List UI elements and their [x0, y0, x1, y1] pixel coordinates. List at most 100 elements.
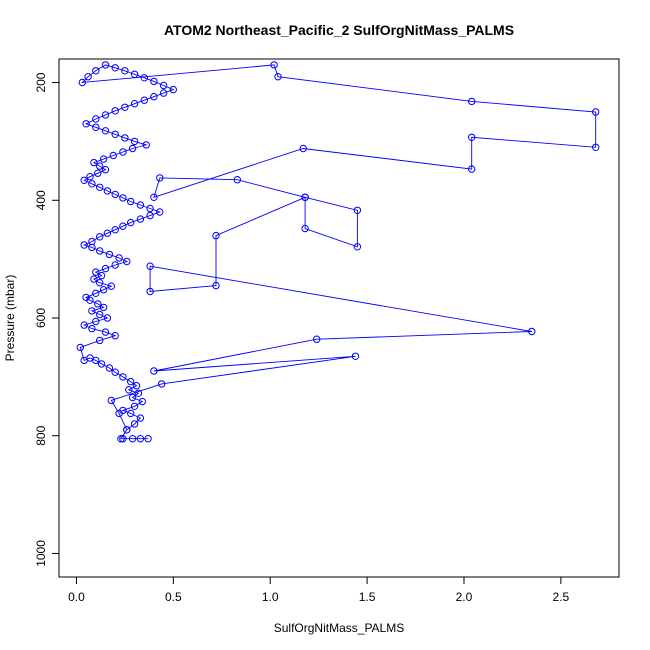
data-point	[127, 218, 135, 227]
data-point	[92, 67, 100, 75]
data-point	[115, 254, 123, 262]
data-point	[119, 194, 127, 202]
data-point	[101, 166, 110, 174]
data-point	[78, 78, 87, 87]
data-point	[130, 402, 139, 410]
data-point	[88, 243, 96, 252]
data-point	[88, 180, 96, 188]
x-tick-label: 2.5	[553, 590, 570, 604]
plot-frame	[58, 58, 620, 578]
y-tick-label: 200	[34, 72, 48, 92]
x-tick-label: 0.0	[68, 590, 85, 604]
data-point	[119, 222, 127, 230]
data-point	[96, 336, 104, 345]
data-point	[130, 137, 139, 146]
data-point	[86, 173, 94, 181]
data-point	[146, 287, 154, 296]
data-point	[159, 89, 168, 97]
data-point	[130, 100, 139, 108]
data-point	[103, 187, 112, 195]
x-tick-label: 1.5	[359, 590, 376, 604]
data-point	[119, 435, 127, 443]
data-point	[136, 435, 145, 443]
data-point	[80, 356, 88, 365]
data-point	[130, 70, 139, 79]
data-point	[150, 367, 158, 375]
data-point	[140, 74, 149, 82]
y-tick-label: 1000	[34, 540, 48, 567]
data-point	[101, 111, 110, 119]
data-point	[99, 155, 108, 163]
data-point	[92, 268, 100, 276]
data-point	[94, 169, 102, 177]
data-point	[301, 193, 309, 202]
y-tick-label: 400	[34, 190, 48, 210]
data-point	[92, 123, 100, 132]
data-point	[101, 61, 110, 69]
x-axis-label: SulfOrgNitMass_PALMS	[274, 621, 404, 635]
data-point	[146, 204, 154, 213]
data-point	[107, 396, 116, 405]
data-point	[592, 143, 600, 152]
data-point	[101, 264, 110, 273]
chart-title: ATOM2 Northeast_Pacific_2 SulfOrgNitMass…	[164, 22, 514, 38]
data-point	[96, 247, 104, 255]
data-point	[103, 229, 112, 237]
data-point	[96, 162, 104, 170]
series-line	[79, 64, 597, 440]
data-point	[96, 310, 104, 319]
data-point	[274, 73, 282, 81]
data-point	[82, 120, 90, 128]
data-point	[111, 64, 119, 72]
data-point	[127, 377, 135, 386]
data-point	[353, 243, 362, 251]
x-axis: 0.0 0.5 1.0 1.5 2.0 2.5	[68, 577, 570, 604]
data-point	[212, 281, 220, 290]
data-point	[136, 201, 145, 209]
data-point	[138, 397, 147, 406]
data-point	[136, 215, 145, 223]
data-point	[134, 389, 143, 397]
data-point	[111, 261, 119, 269]
data-point	[105, 364, 114, 372]
data-point	[88, 237, 96, 246]
x-tick-label: 0.5	[165, 590, 182, 604]
x-tick-label: 1.0	[262, 590, 279, 604]
data-point	[111, 226, 119, 234]
x-tick-label: 2.0	[456, 590, 473, 604]
data-point	[313, 335, 321, 343]
data-point	[127, 197, 135, 206]
data-point	[76, 343, 85, 352]
data-point	[127, 409, 135, 418]
y-tick-label: 800	[34, 425, 48, 445]
data-point	[150, 77, 158, 86]
data-point	[105, 250, 114, 259]
data-point	[299, 144, 307, 153]
data-point	[101, 328, 110, 336]
data-point	[115, 409, 123, 418]
data-point	[97, 271, 106, 280]
data-point	[468, 97, 476, 106]
data-point	[146, 211, 154, 220]
y-axis: 200 400 600 800 1000	[34, 72, 59, 567]
data-point	[592, 108, 600, 116]
data-point	[103, 314, 112, 322]
data-point	[121, 134, 129, 142]
data-point	[97, 360, 106, 368]
data-point	[136, 414, 145, 422]
data-point	[94, 300, 102, 308]
data-point	[353, 206, 362, 215]
data-point	[528, 327, 536, 336]
data-point	[140, 96, 149, 104]
data-point	[84, 73, 92, 81]
data-point	[107, 282, 116, 290]
data-point	[128, 144, 137, 153]
data-point	[156, 174, 164, 182]
data-point	[158, 380, 166, 388]
data-point	[233, 176, 242, 184]
data-point	[111, 332, 119, 340]
data-point	[128, 393, 137, 402]
data-point	[117, 435, 125, 443]
data-point	[123, 426, 131, 434]
data-point	[80, 241, 88, 249]
